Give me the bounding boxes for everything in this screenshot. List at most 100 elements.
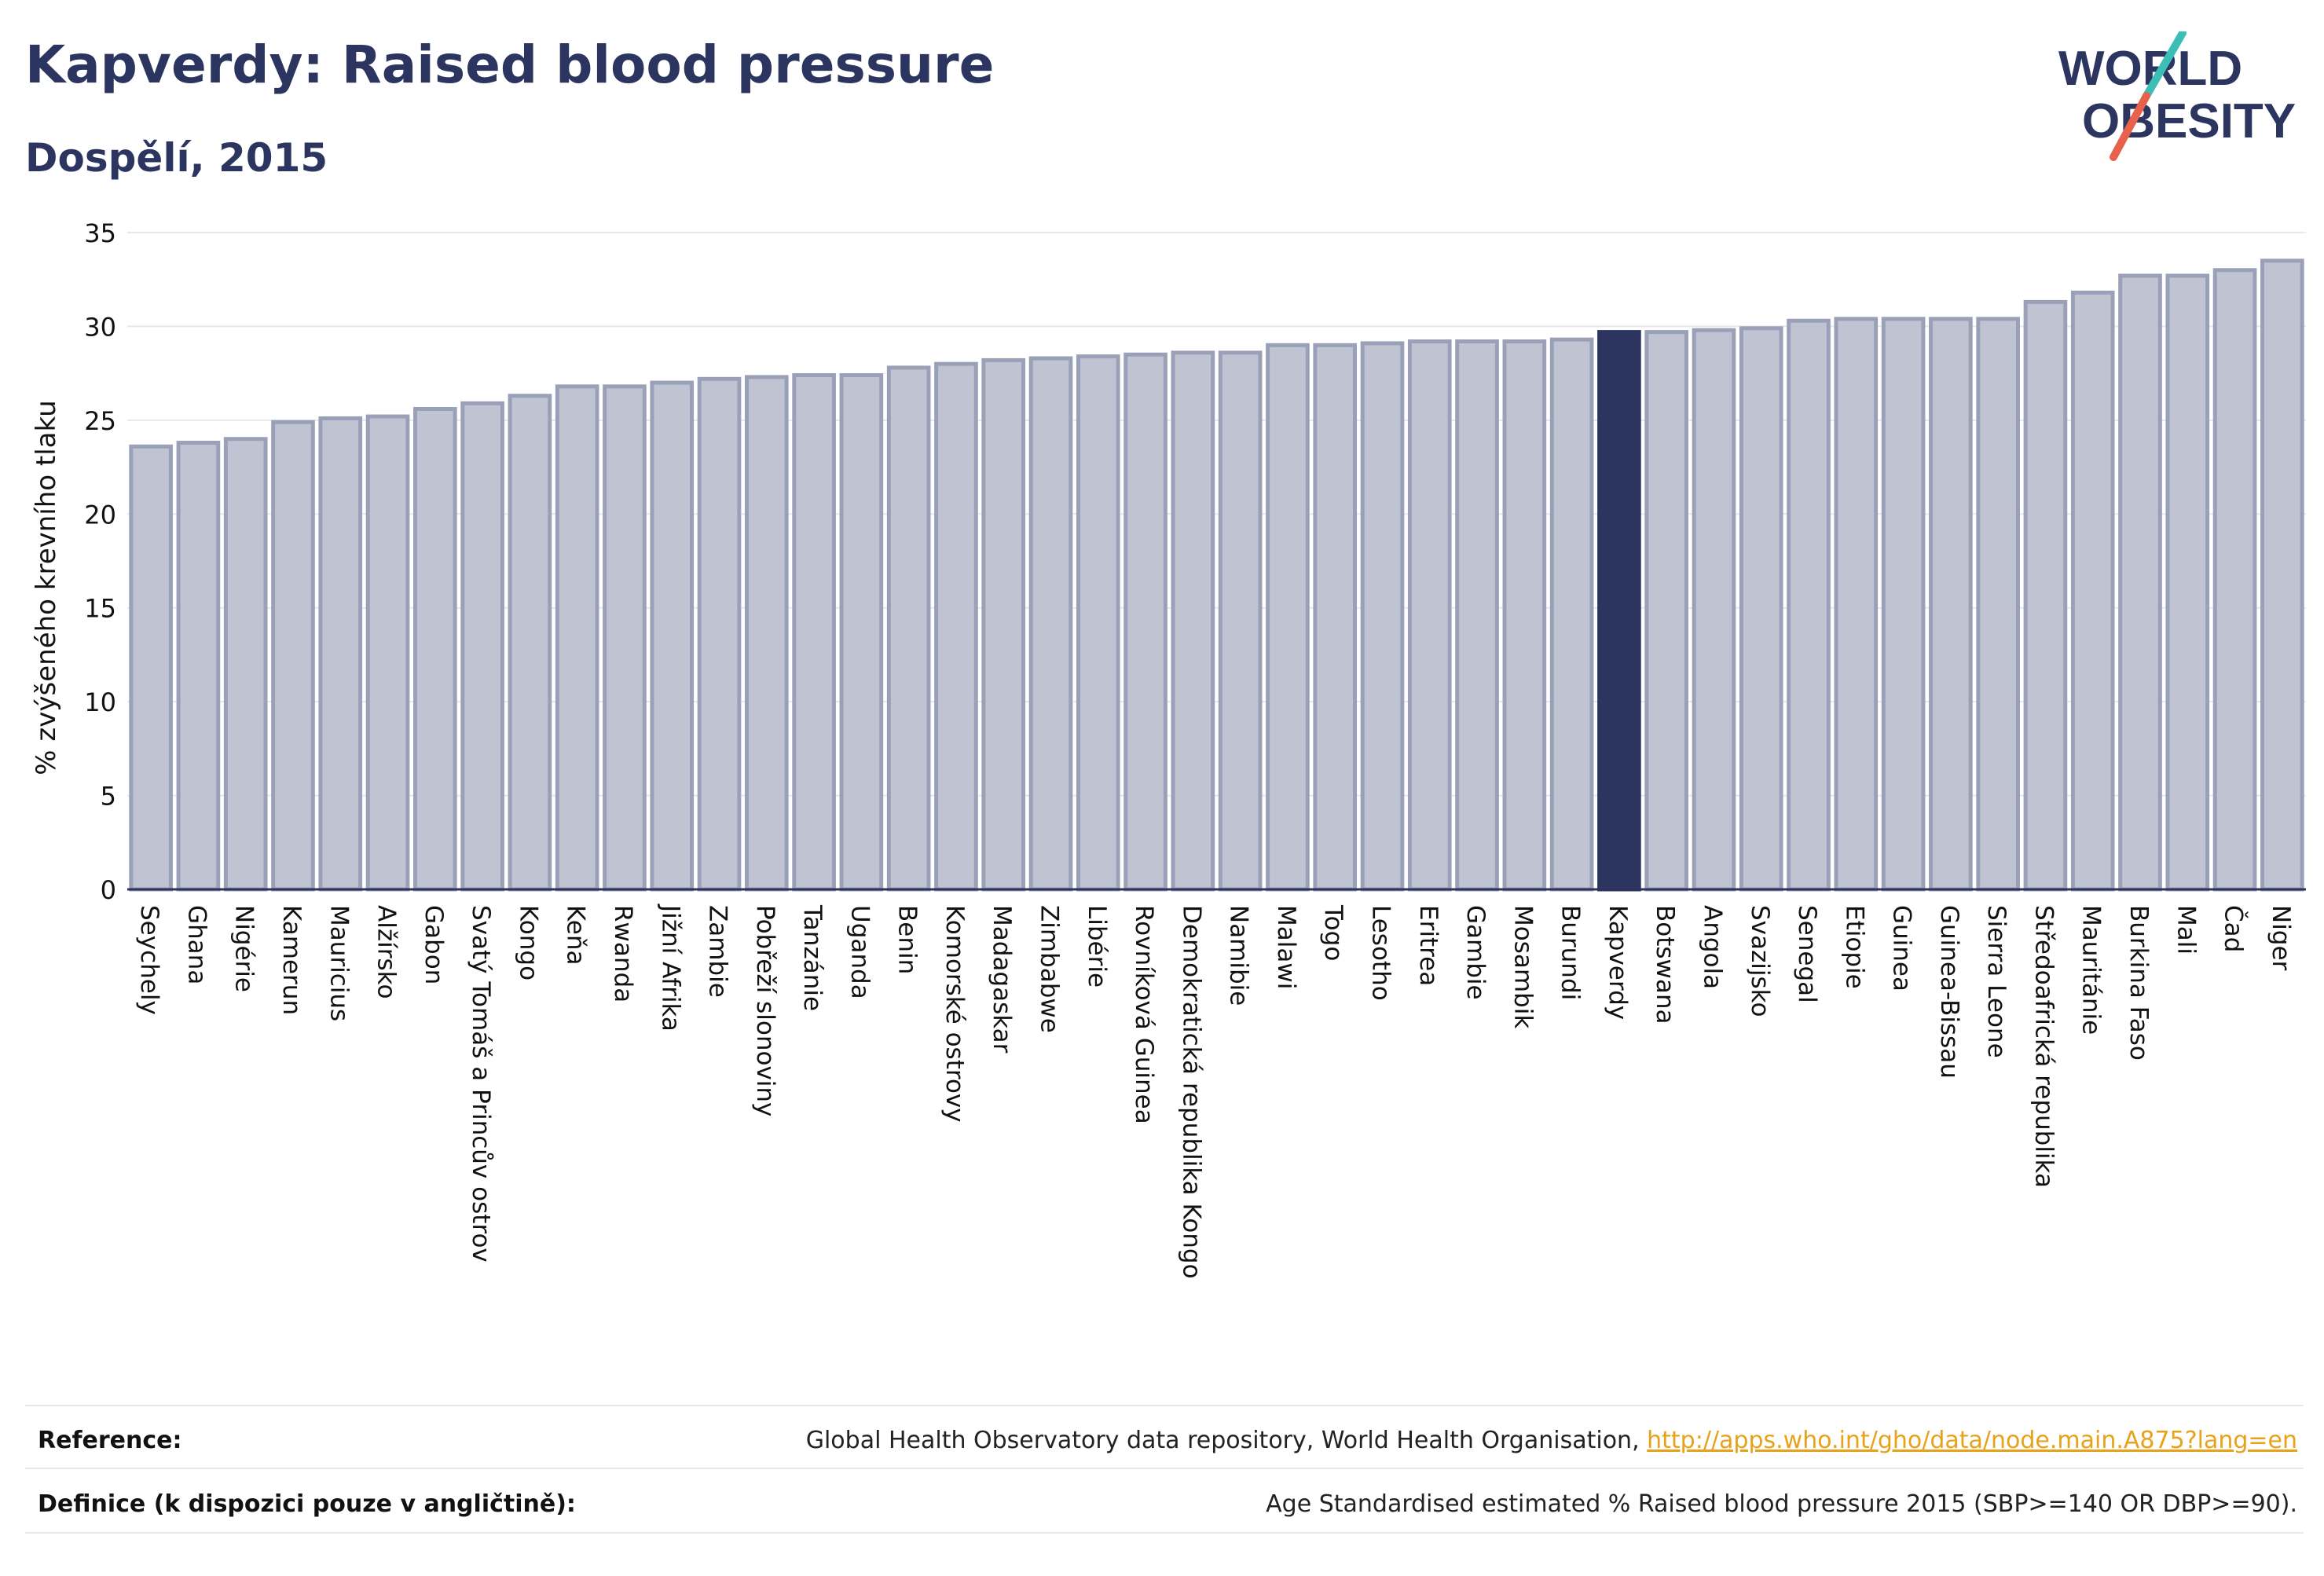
y-tick-label: 25 (84, 406, 116, 436)
footer-divider-top (25, 1405, 2304, 1406)
x-tick-label: Středoafrická republika (2029, 905, 2058, 1188)
bar (886, 365, 931, 892)
x-tick-labels: Seychely Ghana Nigérie Kamerun Mauricius Alží… (135, 903, 2295, 1279)
x-tick-label: Burundi (1556, 905, 1585, 1000)
x-tick-label: Libérie (1083, 905, 1111, 988)
bar (555, 384, 599, 892)
x-tick-label: Namibie (1225, 905, 1253, 1006)
bar (271, 420, 315, 892)
x-tick-label: Eritrea (1414, 905, 1442, 986)
bar (129, 444, 173, 892)
x-tick-label: Mauritánie (2077, 905, 2106, 1035)
x-tick-label: Botswana (1651, 905, 1679, 1024)
y-tick-label: 0 (101, 875, 116, 905)
x-tick-label: Čad (2220, 905, 2249, 952)
x-tick-label: Svatý Tomáš a Princův ostrov (467, 905, 495, 1263)
y-tick-label: 15 (84, 594, 116, 624)
bar (1218, 350, 1263, 892)
bar (792, 373, 836, 892)
bar (1644, 330, 1689, 892)
bar (1834, 317, 1879, 892)
x-tick-label: Niger (2267, 905, 2295, 971)
bar (508, 394, 552, 892)
x-tick-label: Guinea (1888, 905, 1916, 991)
y-tick-label: 35 (84, 218, 116, 248)
bar (318, 416, 363, 892)
bar (1076, 354, 1120, 892)
x-tick-label: Nigérie (230, 905, 258, 992)
bar (1266, 343, 1310, 892)
bar (2118, 273, 2162, 892)
x-tick-label: Kongo (514, 905, 542, 980)
x-tick-label: Angola (1698, 905, 1726, 989)
x-tick-label: Lesotho (1366, 905, 1395, 1001)
bar (1124, 352, 1167, 892)
x-tick-label: Senegal (1793, 905, 1821, 1003)
x-tick-label: Mauricius (324, 905, 353, 1021)
y-tick-label: 20 (84, 500, 116, 530)
bar (1929, 317, 1973, 892)
bar-chart: 0 5 10 15 20 25 30 35 Seychely Ghana Nigérie Kamer… (31, 218, 2306, 1279)
bar (460, 401, 504, 892)
bar (1549, 337, 1594, 892)
bar (2260, 258, 2304, 892)
bar (1502, 339, 1547, 892)
y-tick-label: 5 (101, 782, 116, 812)
bar (1171, 350, 1215, 892)
logo-slash-teal (2143, 31, 2187, 100)
bar (1455, 339, 1499, 892)
bar (1976, 317, 2020, 892)
x-tick-label: Komorské ostrovy (940, 905, 969, 1123)
x-tick-label: Mosambik (1508, 905, 1537, 1028)
bar (697, 376, 742, 892)
bar (934, 361, 978, 892)
bar (839, 373, 884, 892)
x-tick-label: Malawi (1272, 905, 1300, 989)
x-tick-label: Rwanda (609, 905, 637, 1002)
bar (1028, 356, 1073, 892)
bar (603, 384, 647, 892)
x-tick-label: Togo (1319, 904, 1347, 961)
bar (365, 414, 410, 892)
y-tick-labels: 0 5 10 15 20 25 30 35 (84, 218, 116, 905)
x-tick-label: Burkina Faso (2124, 905, 2153, 1061)
x-tick-label: Keňa (562, 905, 590, 966)
y-tick-label: 30 (84, 312, 116, 342)
reference-link[interactable]: http://apps.who.int/gho/data/node.main.A… (1647, 1427, 2297, 1454)
x-tick-label: Uganda (845, 905, 874, 999)
x-tick-label: Gabon (420, 905, 448, 984)
bar (1739, 326, 1783, 892)
x-tick-label: Demokratická republika Kongo (1177, 905, 1205, 1279)
x-tick-label: Alžírsko (372, 905, 401, 999)
x-tick-label: Madagaskar (988, 905, 1016, 1054)
bar (744, 375, 789, 892)
bar (1692, 328, 1736, 892)
bar (1313, 343, 1358, 892)
x-tick-label: Sierra Leone (1982, 905, 2011, 1058)
x-tick-label: Mali (2172, 905, 2200, 955)
world-obesity-logo: WORLD OBESITY (2058, 31, 2296, 161)
bar (413, 407, 457, 892)
bar (176, 441, 221, 892)
bar (981, 357, 1026, 892)
footer-divider-middle (25, 1468, 2304, 1469)
x-tick-label: Pobřeží slonoviny (751, 905, 779, 1116)
bar (2165, 273, 2210, 892)
footer-divider-bottom (25, 1532, 2304, 1534)
x-tick-label: Ghana (182, 905, 211, 984)
page-title: Kapverdy: Raised blood pressure (25, 35, 995, 95)
reference-label: Reference: (38, 1427, 182, 1454)
x-tick-label: Zambie (704, 905, 732, 998)
reference-source: Global Health Observatory data repositor… (805, 1427, 1648, 1454)
bar (2023, 299, 2068, 892)
x-tick-label: Kapverdy (1604, 905, 1632, 1020)
x-tick-label: Zimbabwe (1036, 905, 1064, 1033)
x-tick-label: Tanzánie (798, 904, 827, 1011)
x-tick-label: Gambie (1461, 905, 1490, 1000)
logo-line2: OBESITY (2082, 94, 2296, 148)
bar (1407, 339, 1452, 892)
bar (2212, 268, 2257, 892)
x-tick-label: Kamerun (277, 905, 306, 1015)
x-tick-label: Rovníková Guinea (1130, 905, 1158, 1124)
logo-slash-red (2110, 92, 2150, 161)
